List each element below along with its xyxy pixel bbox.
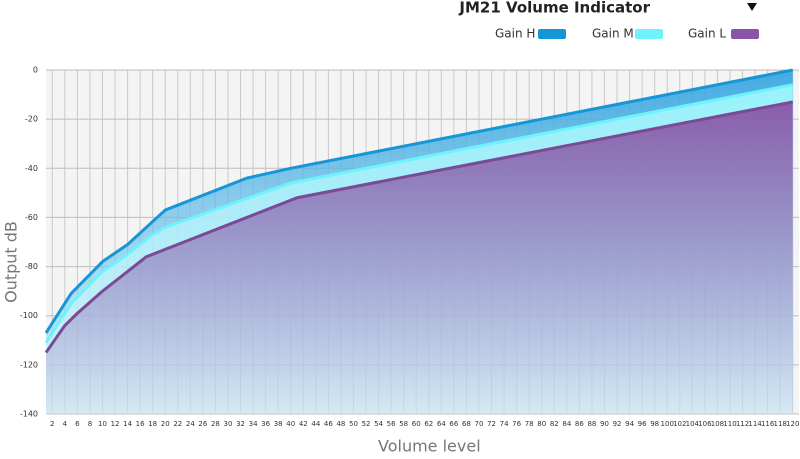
legend-swatch bbox=[731, 29, 759, 39]
x-tick-label: 14 bbox=[123, 420, 132, 428]
x-tick-label: 72 bbox=[487, 420, 496, 428]
x-axis-label: Volume level bbox=[378, 437, 481, 456]
x-tick-label: 50 bbox=[349, 420, 358, 428]
x-tick-label: 30 bbox=[224, 420, 233, 428]
x-tick-label: 96 bbox=[638, 420, 647, 428]
x-tick-label: 94 bbox=[625, 420, 634, 428]
x-tick-label: 4 bbox=[63, 420, 68, 428]
x-tick-label: 116 bbox=[761, 420, 775, 428]
x-tick-label: 120 bbox=[786, 420, 799, 428]
legend-swatch bbox=[538, 29, 566, 39]
y-tick-label: -100 bbox=[20, 311, 38, 320]
x-tick-label: 16 bbox=[136, 420, 145, 428]
x-tick-label: 98 bbox=[650, 420, 659, 428]
area bbox=[46, 101, 793, 414]
x-tick-label: 92 bbox=[613, 420, 622, 428]
x-tick-label: 58 bbox=[399, 420, 408, 428]
x-tick-label: 102 bbox=[673, 420, 686, 428]
y-tick-label: -20 bbox=[25, 115, 38, 124]
x-tick-label: 108 bbox=[711, 420, 724, 428]
x-tick-label: 56 bbox=[387, 420, 396, 428]
legend-label: Gain M bbox=[592, 27, 634, 41]
y-axis-label: Output dB bbox=[2, 221, 21, 303]
x-tick-label: 70 bbox=[475, 420, 484, 428]
x-tick-label: 2 bbox=[50, 420, 54, 428]
legend-item[interactable]: Gain H bbox=[495, 27, 566, 41]
y-tick-label: -140 bbox=[20, 410, 38, 419]
line bbox=[44, 68, 794, 334]
legend-item[interactable]: Gain M bbox=[592, 27, 663, 41]
x-tick-label: 46 bbox=[324, 420, 333, 428]
x-tick-label: 74 bbox=[500, 420, 509, 428]
x-tick-label: 48 bbox=[336, 420, 345, 428]
x-tick-label: 68 bbox=[462, 420, 471, 428]
x-tick-label: 28 bbox=[211, 420, 220, 428]
x-tick-label: 64 bbox=[437, 420, 446, 428]
x-tick-label: 18 bbox=[148, 420, 157, 428]
x-tick-label: 106 bbox=[698, 420, 712, 428]
x-tick-label: 8 bbox=[88, 420, 92, 428]
x-tick-label: 112 bbox=[736, 420, 749, 428]
x-tick-label: 44 bbox=[311, 420, 320, 428]
x-tick-label: 76 bbox=[512, 420, 521, 428]
x-tick-label: 114 bbox=[748, 420, 762, 428]
x-tick-label: 90 bbox=[600, 420, 609, 428]
x-tick-label: 12 bbox=[111, 420, 120, 428]
x-tick-label: 104 bbox=[686, 420, 700, 428]
x-tick-label: 78 bbox=[525, 420, 534, 428]
x-tick-label: 82 bbox=[550, 420, 559, 428]
x-tick-label: 10 bbox=[98, 420, 107, 428]
x-tick-label: 88 bbox=[587, 420, 596, 428]
x-tick-label: 100 bbox=[661, 420, 674, 428]
x-tick-label: 54 bbox=[374, 420, 383, 428]
x-tick-label: 84 bbox=[562, 420, 571, 428]
x-tick-label: 42 bbox=[299, 420, 308, 428]
x-tick-label: 34 bbox=[249, 420, 258, 428]
dropdown-arrow[interactable] bbox=[747, 3, 757, 11]
legend-label: Gain H bbox=[495, 27, 535, 41]
x-tick-label: 24 bbox=[186, 420, 195, 428]
x-tick-label: 118 bbox=[773, 420, 786, 428]
x-tick-label: 62 bbox=[424, 420, 433, 428]
x-tick-label: 80 bbox=[537, 420, 546, 428]
legend-label: Gain L bbox=[688, 27, 726, 41]
x-tick-label: 6 bbox=[75, 420, 80, 428]
x-tick-label: 38 bbox=[274, 420, 283, 428]
x-tick-label: 52 bbox=[362, 420, 371, 428]
x-tick-label: 26 bbox=[198, 420, 207, 428]
x-tick-label: 32 bbox=[236, 420, 245, 428]
x-tick-label: 66 bbox=[449, 420, 458, 428]
x-tick-label: 110 bbox=[723, 420, 736, 428]
line bbox=[44, 83, 794, 344]
x-tick-label: 60 bbox=[412, 420, 421, 428]
x-tick-label: 36 bbox=[261, 420, 270, 428]
line bbox=[44, 100, 794, 354]
chart-title: JM21 Volume Indicator bbox=[458, 0, 650, 17]
y-tick-label: -120 bbox=[20, 360, 38, 369]
y-tick-label: -60 bbox=[25, 213, 38, 222]
y-tick-label: 0 bbox=[33, 66, 38, 75]
x-tick-label: 22 bbox=[173, 420, 182, 428]
legend-swatch bbox=[635, 29, 663, 39]
legend-item[interactable]: Gain L bbox=[688, 27, 759, 41]
y-tick-label: -80 bbox=[25, 262, 38, 271]
y-tick-label: -40 bbox=[25, 164, 38, 173]
x-tick-label: 40 bbox=[286, 420, 295, 428]
x-tick-label: 86 bbox=[575, 420, 584, 428]
x-tick-label: 20 bbox=[161, 420, 170, 428]
